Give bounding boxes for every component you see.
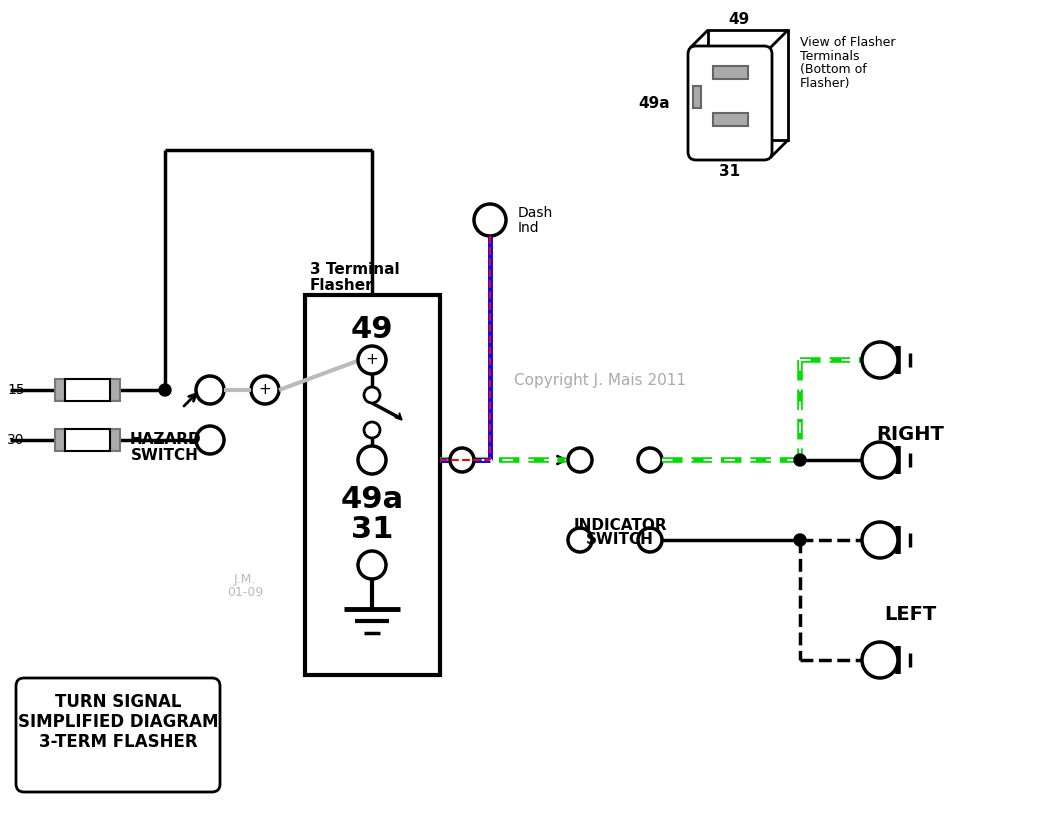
Circle shape (638, 448, 662, 472)
Text: Dash: Dash (518, 206, 553, 220)
Text: 49a: 49a (639, 95, 670, 110)
Circle shape (358, 551, 386, 579)
Text: RIGHT: RIGHT (876, 425, 944, 445)
Circle shape (638, 528, 662, 552)
Text: 3 Terminal: 3 Terminal (310, 263, 399, 277)
FancyBboxPatch shape (689, 46, 772, 160)
Text: INDICATOR: INDICATOR (573, 517, 666, 533)
Circle shape (862, 642, 898, 678)
Bar (65, 429, 110, 451)
Text: 49: 49 (729, 12, 750, 28)
Circle shape (358, 446, 386, 474)
Bar (713, 66, 748, 79)
Bar (305, 295, 440, 675)
Bar (110, 379, 120, 401)
Circle shape (862, 342, 898, 378)
Bar (55, 429, 65, 451)
Text: SIMPLIFIED DIAGRAM: SIMPLIFIED DIAGRAM (18, 713, 219, 731)
Text: 15: 15 (7, 383, 24, 397)
FancyBboxPatch shape (16, 678, 220, 792)
Circle shape (358, 346, 386, 374)
Circle shape (794, 454, 806, 466)
Text: 01-09: 01-09 (227, 587, 263, 600)
Circle shape (862, 522, 898, 558)
Text: J.M.: J.M. (233, 574, 257, 587)
Bar (110, 429, 120, 451)
Circle shape (794, 534, 806, 546)
Text: Flasher): Flasher) (800, 78, 850, 91)
Bar (713, 113, 748, 126)
Text: +: + (259, 383, 271, 397)
Circle shape (568, 528, 592, 552)
Text: 31: 31 (719, 163, 740, 179)
Text: HAZARD: HAZARD (129, 432, 201, 447)
Text: SWITCH: SWITCH (131, 449, 199, 463)
Text: (Bottom of: (Bottom of (800, 64, 867, 77)
Bar (55, 379, 65, 401)
Circle shape (364, 387, 380, 403)
Text: Copyright J. Mais 2011: Copyright J. Mais 2011 (514, 372, 686, 388)
Text: Flasher: Flasher (310, 277, 374, 292)
Text: 3-TERM FLASHER: 3-TERM FLASHER (39, 733, 197, 751)
Text: LEFT: LEFT (884, 605, 936, 624)
Bar (693, 86, 701, 108)
Circle shape (862, 442, 898, 478)
Circle shape (251, 376, 279, 404)
Text: Ind: Ind (518, 221, 540, 235)
Circle shape (196, 376, 224, 404)
Bar (65, 379, 110, 401)
Circle shape (568, 448, 592, 472)
Circle shape (159, 384, 171, 396)
Text: Terminals: Terminals (800, 50, 860, 63)
Bar (708, 30, 788, 140)
Circle shape (364, 422, 380, 438)
Text: 31: 31 (351, 516, 393, 544)
Circle shape (196, 426, 224, 454)
Text: View of Flasher: View of Flasher (800, 36, 895, 48)
Circle shape (450, 448, 474, 472)
Text: SWITCH: SWITCH (586, 533, 654, 548)
Text: TURN SIGNAL: TURN SIGNAL (55, 693, 182, 711)
Text: 49a: 49a (340, 486, 403, 515)
Circle shape (474, 204, 506, 236)
Text: 49: 49 (351, 316, 393, 344)
Text: +: + (365, 353, 378, 367)
Text: 30: 30 (7, 433, 24, 447)
